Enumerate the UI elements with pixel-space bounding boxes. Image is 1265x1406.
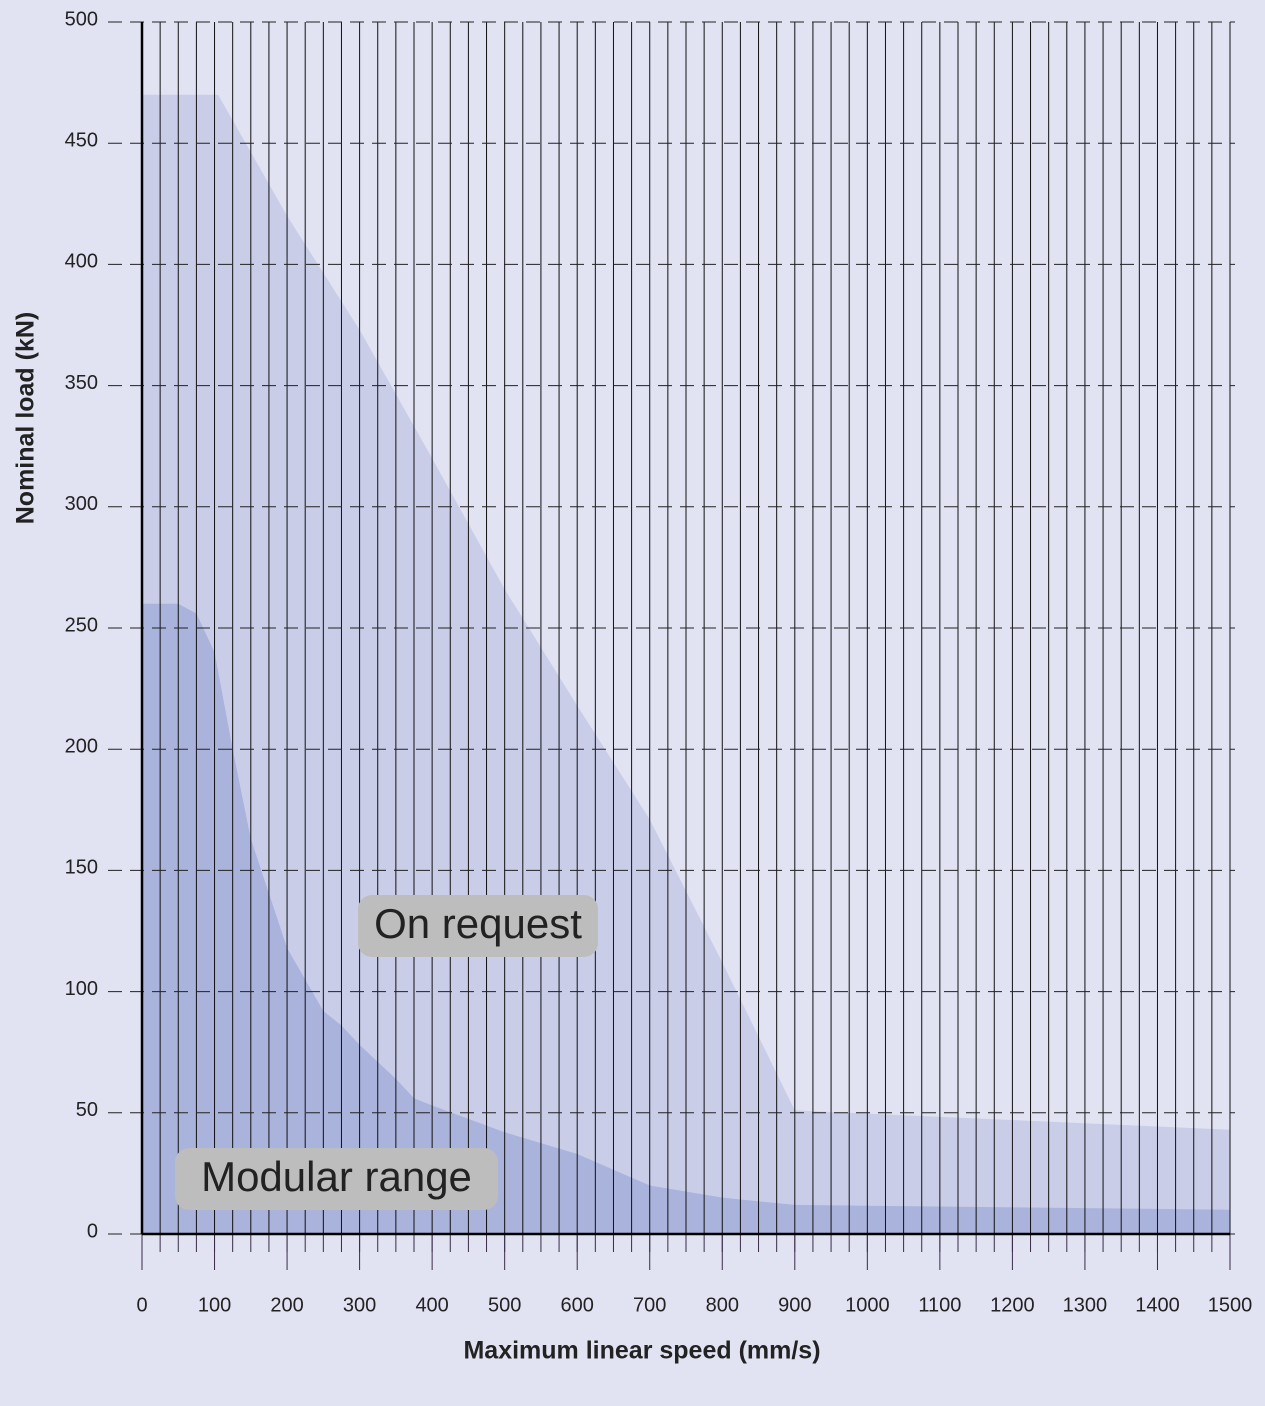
x-tick-label: 900 (778, 1294, 811, 1316)
y-tick-label: 0 (87, 1220, 98, 1242)
y-tick-label: 250 (65, 614, 98, 636)
y-tick-label: 50 (76, 1099, 98, 1121)
series-label: Modular range (201, 1153, 472, 1200)
x-tick-label: 0 (136, 1294, 147, 1316)
y-tick-label: 200 (65, 735, 98, 757)
x-tick-label: 500 (488, 1294, 521, 1316)
y-tick-label: 350 (65, 372, 98, 394)
y-tick-label: 500 (65, 8, 98, 30)
y-tick-label: 150 (65, 857, 98, 879)
x-tick-label: 1400 (1135, 1294, 1180, 1316)
x-tick-label: 1000 (845, 1294, 890, 1316)
x-tick-label: 200 (270, 1294, 303, 1316)
x-tick-label: 400 (415, 1294, 448, 1316)
y-tick-label: 450 (65, 129, 98, 151)
x-tick-label: 1500 (1208, 1294, 1253, 1316)
y-tick-label: 300 (65, 493, 98, 515)
x-tick-label: 1300 (1063, 1294, 1108, 1316)
x-tick-label: 1200 (990, 1294, 1035, 1316)
series-label-box (358, 895, 598, 957)
x-tick-label: 700 (633, 1294, 666, 1316)
x-tick-label: 1100 (918, 1294, 961, 1316)
x-tick-label: 100 (198, 1294, 231, 1316)
series-label: On request (374, 900, 582, 947)
series-label-box (175, 1148, 498, 1210)
x-tick-label: 600 (561, 1294, 594, 1316)
y-axis-title: Nominal load (kN) (12, 312, 40, 525)
x-tick-label: 300 (343, 1294, 376, 1316)
y-tick-label: 400 (65, 251, 98, 273)
x-axis-title: Maximum linear speed (mm/s) (463, 1337, 820, 1365)
x-tick-label: 800 (706, 1294, 739, 1316)
y-tick-label: 100 (65, 978, 98, 1000)
